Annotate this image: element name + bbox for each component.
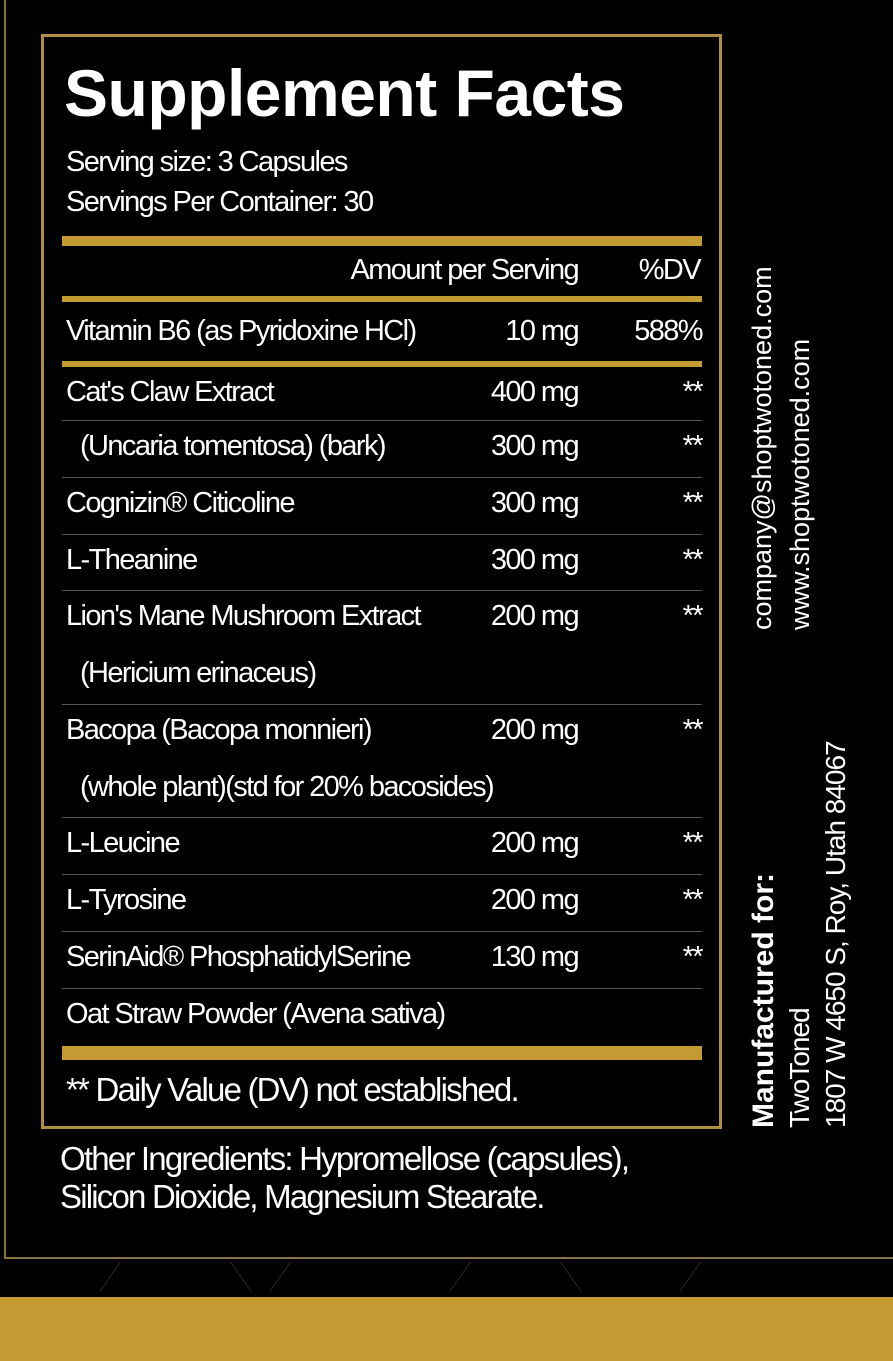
supplement-facts-panel (41, 34, 722, 1129)
ingredient-dv: ** (682, 884, 704, 916)
background-pattern-line (560, 1261, 582, 1292)
background-pattern-line (99, 1261, 121, 1292)
ingredient-dv: ** (682, 941, 704, 973)
other-ingredients-line: Silicon Dioxide, Magnesium Stearate. (60, 1178, 545, 1215)
ingredient-source: (Hericium erinaceus) (80, 657, 317, 689)
background-pattern-line (679, 1261, 701, 1292)
ingredient-name: Bacopa (Bacopa monnieri) (66, 714, 373, 746)
ingredient-amount: 300 mg (490, 487, 580, 519)
other-ingredients: Other Ingredients: Hypromellose (capsule… (60, 1140, 630, 1216)
ingredient-amount: 400 mg (490, 376, 580, 408)
ingredient-name: L-Leucine (66, 827, 181, 859)
serving-size: Serving size: 3 Capsules (66, 146, 348, 178)
ingredient-row: Bacopa (Bacopa monnieri) (whole plant)(st… (62, 705, 704, 818)
side-website: www.shoptwotoned.com (785, 338, 815, 630)
ingredient-source: (whole plant)(std for 20% bacosides) (80, 771, 495, 803)
gold-divider-thick (62, 1046, 702, 1060)
ingredient-amount: 200 mg (490, 600, 580, 632)
ingredient-amount: 200 mg (490, 714, 580, 746)
footnote: ** Daily Value (DV) not established. (66, 1071, 520, 1108)
other-ingredients-line: Other Ingredients: Hypromellose (capsule… (60, 1140, 630, 1177)
ingredient-name: Vitamin B6 (as Pyridoxine HCl) (66, 315, 417, 347)
ingredient-row: Cognizin® Citicoline 300 mg ** (62, 478, 704, 535)
ingredient-dv: ** (682, 714, 704, 746)
background-pattern-line (449, 1261, 471, 1292)
ingredient-row: (Uncaria tomentosa) (bark) 300 mg ** (62, 421, 704, 478)
ingredient-dv: ** (682, 376, 704, 408)
servings-per-container: Servings Per Container: 30 (66, 186, 374, 218)
ingredient-amount: 10 mg (505, 315, 579, 347)
ingredient-amount: 300 mg (490, 544, 580, 576)
ingredient-dv: ** (682, 600, 704, 632)
manufactured-for-label: Manufactured for: (747, 873, 780, 1128)
ingredient-dv: 588% (634, 315, 703, 347)
ingredient-name: SerinAid® PhosphatidylSerine (66, 941, 412, 973)
ingredient-name: (Uncaria tomentosa) (bark) (80, 430, 387, 462)
ingredient-row: L-Theanine 300 mg ** (62, 535, 704, 591)
background-pattern-line (269, 1261, 291, 1292)
header-dv: %DV (638, 254, 702, 286)
gold-divider (62, 361, 702, 367)
side-email: company@shoptwotoned.com (747, 266, 777, 630)
ingredient-dv: ** (682, 430, 704, 462)
manufacturer-name: TwoToned (784, 1008, 815, 1128)
ingredient-row: SerinAid® PhosphatidylSerine 130 mg ** (62, 932, 704, 989)
ingredient-name: Oat Straw Powder (Avena sativa) (66, 998, 446, 1030)
ingredient-name: L-Tyrosine (66, 884, 187, 916)
gold-divider-thick (62, 236, 702, 246)
ingredient-row: L-Leucine 200 mg ** (62, 818, 704, 875)
ingredient-row: L-Tyrosine 200 mg ** (62, 875, 704, 932)
gold-divider (62, 296, 702, 302)
bottom-gold-band (0, 1297, 893, 1361)
ingredient-amount: 300 mg (490, 430, 580, 462)
ingredient-amount: 200 mg (490, 827, 580, 859)
ingredient-name: Cognizin® Citicoline (66, 487, 296, 519)
ingredient-row: Lion's Mane Mushroom Extract (Hericium er… (62, 591, 704, 705)
ingredient-dv: ** (682, 827, 704, 859)
header-amount: Amount per Serving (350, 254, 580, 286)
ingredient-dv: ** (682, 487, 704, 519)
outer-frame (4, 0, 893, 1259)
background-pattern-line (230, 1261, 252, 1292)
ingredient-amount: 130 mg (490, 941, 580, 973)
ingredient-name: Lion's Mane Mushroom Extract (66, 600, 422, 632)
ingredient-name: Cat's Claw Extract (66, 376, 275, 408)
ingredient-row: Vitamin B6 (as Pyridoxine HCl) 10 mg 588% (62, 305, 704, 361)
ingredient-name: L-Theanine (66, 544, 198, 576)
ingredient-dv: ** (682, 544, 704, 576)
ingredient-row: Cat's Claw Extract 400 mg ** (62, 367, 704, 421)
manufacturer-address: 1807 W 4650 S, Roy, Utah 84067 (820, 741, 851, 1128)
ingredient-row: Oat Straw Powder (Avena sativa) (62, 989, 702, 1046)
facts-title: Supplement Facts (64, 56, 625, 130)
ingredient-amount: 200 mg (490, 884, 580, 916)
